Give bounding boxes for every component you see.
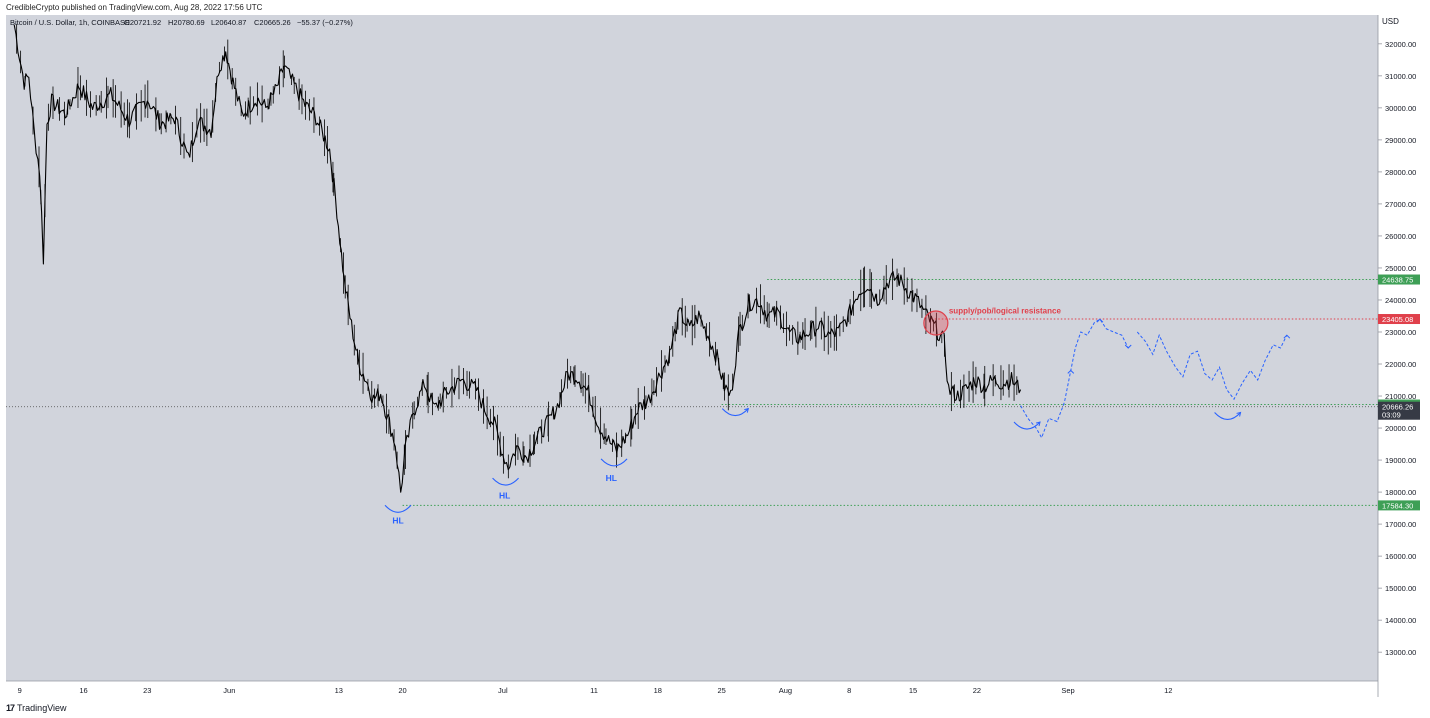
time-tick-label: 12: [1164, 686, 1172, 695]
footer-branding[interactable]: 17 TradingView: [6, 703, 67, 713]
level-price-tag: [1378, 500, 1420, 511]
ohlc-change: −55.37 (−0.27%): [297, 18, 353, 27]
ohlc-open: O20721.92: [124, 18, 161, 27]
time-tick-label: 22: [973, 686, 981, 695]
price-axis[interactable]: 32000.00 31000.00 30000.00 29000.00 28000.00…: [1378, 40, 1416, 657]
low-curve-mark[interactable]: [384, 504, 412, 513]
curve-arrowhead: [1236, 411, 1242, 417]
countdown-label: 03:09: [1382, 411, 1401, 420]
price-tick-label: 20000.00: [1385, 424, 1416, 433]
forecast-arrowhead: [1067, 369, 1075, 374]
forecast-arrowhead: [1283, 334, 1291, 339]
ohlc-close: C20665.26: [254, 18, 291, 27]
price-tick-label: 27000.00: [1385, 200, 1416, 209]
symbol-name[interactable]: Bitcoin / U.S. Dollar, 1h, COINBASE: [10, 18, 130, 27]
ohlc-high: H20780.69: [168, 18, 205, 27]
gridlines: [6, 15, 1379, 697]
price-line: [13, 24, 1022, 493]
price-tick-label: 23000.00: [1385, 328, 1416, 337]
price-tick-label: 14000.00: [1385, 616, 1416, 625]
forecast-arrowhead: [1096, 318, 1104, 323]
ohlc-low: L20640.87: [211, 18, 246, 27]
price-tick-label: 17000.00: [1385, 520, 1416, 529]
resistance-annotation: supply/pob/logical resistance: [949, 306, 1062, 315]
level-price-label: 24638.75: [1382, 276, 1413, 285]
publisher-line: CredibleCrypto published on TradingView.…: [6, 3, 263, 12]
time-tick-label: 20: [398, 686, 406, 695]
higher-low-label: HL: [499, 490, 510, 500]
curve-arrowhead: [1035, 421, 1041, 427]
curve-arrowhead: [744, 407, 749, 413]
price-tick-label: 21000.00: [1385, 392, 1416, 401]
time-tick-label: 25: [717, 686, 725, 695]
price-tick-label: 16000.00: [1385, 552, 1416, 561]
level-price-label: 17584.30: [1382, 501, 1413, 510]
low-curve-mark[interactable]: [600, 458, 628, 467]
time-tick-label: 13: [335, 686, 343, 695]
price-chart[interactable]: 32000.00 31000.00 30000.00 29000.00 28000.00…: [6, 15, 1424, 697]
higher-low-label: HL: [606, 473, 617, 483]
price-tick-label: 19000.00: [1385, 456, 1416, 465]
low-curve-mark[interactable]: [721, 408, 749, 417]
time-tick-label: Sep: [1061, 686, 1074, 695]
price-tick-label: 29000.00: [1385, 136, 1416, 145]
price-tick-label: 26000.00: [1385, 232, 1416, 241]
symbol-legend[interactable]: Bitcoin / U.S. Dollar, 1h, COINBASE O207…: [10, 18, 353, 27]
tradingview-logo-icon: 17: [6, 703, 15, 713]
level-price-label: 23405.08: [1382, 315, 1413, 324]
price-tick-label: 24000.00: [1385, 296, 1416, 305]
price-axis-background: [1378, 15, 1424, 697]
last-price-label: 20666.26: [1382, 403, 1413, 412]
price-tick-label: 32000.00: [1385, 40, 1416, 49]
chart-area[interactable]: 32000.00 31000.00 30000.00 29000.00 28000.00…: [6, 15, 1424, 697]
low-curve-mark[interactable]: [492, 477, 519, 486]
price-tick-label: 30000.00: [1385, 104, 1416, 113]
time-tick-label: Jun: [223, 686, 235, 695]
time-axis[interactable]: 9 16 23 Jun 13 20 Jul 11 18 25 Aug 8 15 22 Sep 12: [18, 686, 1173, 695]
resistance-highlight-circle[interactable]: [923, 310, 949, 336]
price-tick-label: 28000.00: [1385, 168, 1416, 177]
annotation-marks[interactable]: supply/pob/logical resistance HL HL HL: [384, 306, 1242, 525]
price-tick-label: 13000.00: [1385, 648, 1416, 657]
forecast-path[interactable]: [1020, 318, 1291, 439]
currency-label: USD: [1382, 17, 1399, 26]
higher-low-label: HL: [392, 515, 403, 525]
price-tick-label: 15000.00: [1385, 584, 1416, 593]
footer-label: TradingView: [17, 703, 67, 713]
time-tick-label: 18: [654, 686, 662, 695]
level-price-tag: [1378, 274, 1420, 285]
level-price-tag: [1378, 314, 1420, 325]
time-tick-label: 9: [18, 686, 22, 695]
time-tick-label: Jul: [498, 686, 508, 695]
forecast-arrowhead: [1124, 344, 1132, 349]
price-tick-label: 25000.00: [1385, 264, 1416, 273]
time-tick-label: 23: [143, 686, 151, 695]
time-tick-label: 8: [847, 686, 851, 695]
forecast-line[interactable]: [1020, 318, 1288, 439]
last-price-tag: [1378, 401, 1420, 420]
time-tick-label: Aug: [779, 686, 792, 695]
time-axis-background: [6, 681, 1378, 697]
price-series: [13, 24, 1022, 493]
time-tick-label: 11: [590, 686, 598, 695]
low-curve-mark[interactable]: [1214, 412, 1241, 420]
low-curve-mark[interactable]: [1013, 421, 1041, 430]
plot-background: [6, 15, 1378, 681]
price-tick-label: 31000.00: [1385, 72, 1416, 81]
time-tick-label: 16: [79, 686, 87, 695]
price-tick-label: 22000.00: [1385, 360, 1416, 369]
price-tick-label: 18000.00: [1385, 488, 1416, 497]
time-tick-label: 15: [909, 686, 917, 695]
horizontal-levels[interactable]: 24638.7523405.0820735.0417584.3020666.26…: [6, 274, 1420, 511]
